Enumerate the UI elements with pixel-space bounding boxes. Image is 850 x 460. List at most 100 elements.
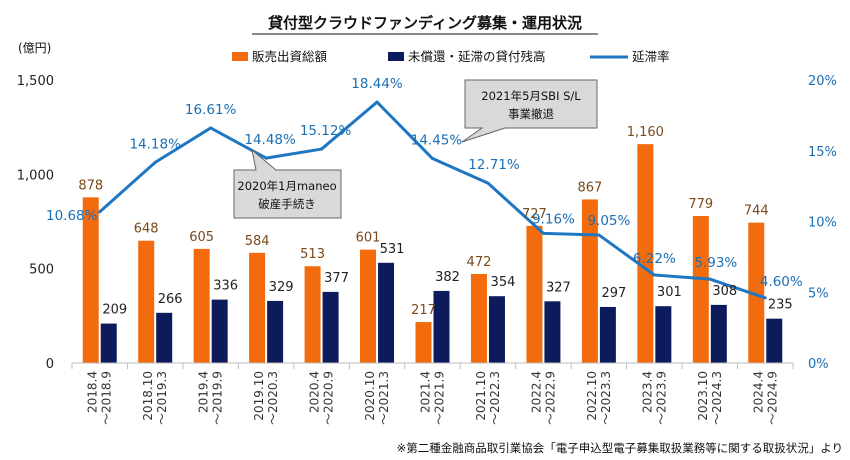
bar-outstanding: [655, 306, 672, 363]
bar-sales: [249, 252, 266, 363]
bar-sales: [581, 199, 598, 363]
bar-outstanding-label: 308: [712, 284, 737, 299]
y-right-tick-label: 20%: [808, 74, 837, 89]
legend-label-outstanding: 未償還・延滞の貸付残高: [408, 49, 546, 64]
x-tick-label: 2022.4～2022.9: [529, 371, 557, 425]
x-tick-label: 2018.4～2018.9: [86, 371, 114, 425]
rate-point: [264, 156, 268, 160]
x-tick-label: 2018.10～2019.3: [141, 371, 169, 425]
bar-sales-label: 217: [411, 303, 436, 318]
x-tick-label-part: ～2021.9: [433, 371, 447, 425]
series-sales-bars: [82, 144, 765, 363]
x-tick-label-part: ～2024.9: [765, 371, 779, 425]
x-tick-label-part: 2018.4: [86, 371, 100, 413]
bar-sales-label: 878: [78, 178, 103, 193]
x-tick-label-part: ～2024.3: [710, 371, 724, 425]
rate-label: 15.12%: [300, 123, 352, 139]
bar-sales: [470, 273, 487, 363]
callout-maneo-shape: [233, 148, 342, 219]
bar-outstanding: [710, 304, 727, 363]
callout-sbi-shape: [461, 79, 598, 143]
bar-sales-label: 867: [577, 180, 602, 195]
rate-label: 4.60%: [760, 274, 803, 290]
x-axis-ticks: 2018.4～2018.9 2018.10～2019.3 2019.4～2019.9…: [71, 363, 794, 425]
x-tick-label: 2019.10～2020.3: [252, 371, 280, 425]
bar-sales-label: 779: [688, 197, 713, 212]
rate-label: 9.05%: [587, 213, 630, 229]
series-rate-line: [98, 100, 767, 300]
x-tick-label-part: 2024.4: [751, 371, 765, 413]
rate-point: [153, 160, 157, 164]
rate-point: [763, 296, 767, 300]
y-left-tick-label: 0: [46, 357, 54, 372]
rate-point: [597, 233, 601, 237]
bar-outstanding: [766, 318, 783, 363]
bar-sales-label: 648: [134, 222, 159, 237]
x-tick-label: 2024.4～2024.9: [751, 371, 779, 425]
callout-sbi-line1: 2021年5月SBI S/L: [481, 89, 581, 103]
x-tick-label-part: 2021.4: [419, 371, 433, 413]
rate-label: 14.45%: [411, 133, 463, 149]
y-left-tick-label: 500: [29, 263, 54, 278]
rate-label: 5.93%: [694, 255, 737, 271]
bar-sales-label: 605: [189, 230, 214, 245]
bar-outstanding: [100, 323, 117, 363]
bar-outstanding: [156, 312, 173, 363]
rate-label: 18.44%: [351, 76, 403, 92]
x-tick-label: 2019.4～2019.9: [197, 371, 225, 425]
bar-outstanding-label: 297: [601, 286, 626, 301]
x-tick-label: 2023.4～2023.9: [640, 371, 668, 425]
rate-point: [652, 273, 656, 277]
legend-swatch-sales: [232, 52, 248, 61]
x-tick-label: 2021.4～2021.9: [419, 371, 447, 425]
bar-outstanding: [378, 262, 395, 363]
x-tick-label-part: ～2022.3: [488, 371, 502, 425]
bar-outstanding: [322, 291, 339, 363]
x-tick-label-part: 2022.4: [529, 371, 543, 413]
rate-label: 16.61%: [185, 102, 237, 118]
rate-label: 14.18%: [129, 136, 181, 152]
x-tick-label-part: 2020.10: [363, 371, 377, 421]
y-unit-label: (億円): [18, 41, 51, 55]
bar-outstanding: [544, 301, 561, 363]
rate-point: [209, 126, 213, 130]
x-tick-label: 2022.10～2023.3: [585, 371, 613, 425]
callout-maneo: 2020年1月maneo 破産手続き: [233, 148, 342, 219]
bar-outstanding-label: 336: [213, 279, 238, 294]
x-tick-label-part: ～2019.9: [211, 371, 225, 425]
callout-sbi: 2021年5月SBI S/L 事業撤退: [461, 79, 598, 143]
series-outstanding-labels: 209 266 336 329 377 531 382 354 327 297 301 308 235: [102, 242, 792, 318]
y-right-tick-label: 10%: [808, 216, 837, 231]
bar-sales-label: 1,160: [627, 125, 664, 140]
series-sales-labels: 878 648 605 584 513 601 217 472 727 867 1,160 779 74…: [78, 125, 768, 318]
x-tick-label-part: ～2023.9: [654, 371, 668, 425]
rate-point: [98, 210, 102, 214]
bar-sales-label: 472: [467, 255, 492, 270]
callout-maneo-line1: 2020年1月maneo: [237, 179, 336, 193]
rate-point: [375, 100, 379, 104]
bar-sales: [138, 240, 155, 363]
legend-swatch-outstanding: [388, 52, 404, 61]
rate-point: [320, 147, 324, 151]
bar-outstanding: [211, 299, 228, 363]
bar-sales: [304, 266, 321, 363]
bar-sales: [692, 216, 709, 363]
y-right-tick-label: 0%: [808, 357, 829, 372]
rate-point: [486, 181, 490, 185]
legend-label-sales: 販売出資総額: [252, 49, 328, 64]
bar-sales: [526, 225, 543, 363]
bar-outstanding: [267, 300, 284, 363]
x-tick-label-part: ～2020.9: [322, 371, 336, 425]
y-right-tick-label: 5%: [808, 286, 829, 301]
footnote: ※第二種金融商品取引業協会「電子申込型電子募集取扱業務等に関する取扱状況」より: [397, 441, 843, 455]
rate-label: 10.68%: [46, 208, 98, 224]
series-rate-labels: 10.68% 14.18% 16.61% 14.48%15.12% 18.44% 14.4…: [46, 76, 803, 290]
bar-outstanding: [433, 290, 450, 363]
bar-sales: [82, 197, 99, 363]
bar-sales: [637, 144, 654, 363]
bar-sales: [193, 248, 210, 363]
x-tick-label-part: 2019.10: [252, 371, 266, 421]
y-left-tick-label: 1,000: [17, 168, 54, 183]
